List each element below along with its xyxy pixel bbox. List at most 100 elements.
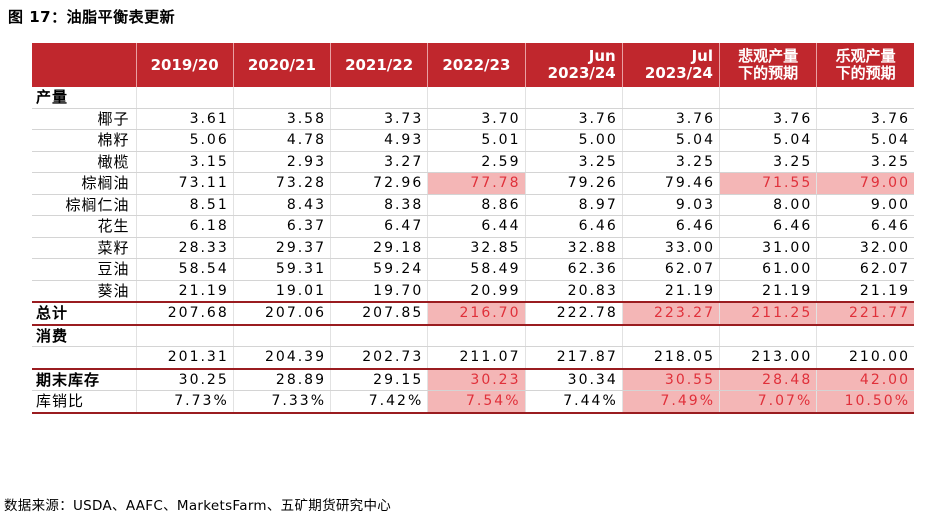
row-label-production-0: 椰子 [32, 108, 136, 130]
oil-balance-table: 2019/20 2020/21 2021/22 2022/23 Jun 2023/… [32, 43, 914, 414]
value-cell: 7.49% [621, 390, 720, 414]
value-cell: 3.15 [135, 151, 234, 173]
row-label-production-7: 豆油 [32, 258, 136, 281]
header-pessimistic-line1: 悲观产量 [738, 47, 799, 65]
value-cell: 222.78 [524, 301, 623, 326]
header-row: 2019/20 2020/21 2021/22 2022/23 Jun 2023/… [32, 43, 914, 87]
value-cell: 21.19 [621, 280, 720, 303]
row-label-production-6: 菜籽 [32, 237, 136, 259]
empty-cell [524, 324, 623, 347]
header-optimistic-line1: 乐观产量 [835, 47, 896, 65]
value-cell: 4.78 [232, 129, 331, 152]
value-cell: 79.26 [524, 172, 623, 195]
section-row-production: 产量 [32, 87, 914, 109]
value-cell: 3.25 [816, 151, 914, 173]
value-cell: 42.00 [816, 367, 914, 391]
value-cell: 3.76 [621, 108, 720, 130]
empty-cell [427, 87, 525, 109]
value-cell: 8.86 [427, 194, 525, 216]
value-cell: 32.00 [816, 237, 914, 259]
value-cell: 2.59 [427, 151, 525, 173]
empty-cell [718, 324, 817, 347]
value-cell: 19.01 [232, 280, 331, 303]
value-cell: 3.25 [524, 151, 623, 173]
value-cell: 5.01 [427, 129, 525, 152]
header-2021-22: 2021/22 [329, 43, 428, 87]
value-cell: 30.34 [524, 367, 623, 391]
table-row-production-3: 棕榈油 73.11 73.28 72.96 77.78 79.26 79.46 71.55 79… [32, 172, 914, 195]
section-label-production: 产量 [32, 87, 136, 109]
value-cell: 7.33% [232, 390, 331, 414]
value-cell: 9.03 [621, 194, 720, 216]
balance-table-container: 2019/20 2020/21 2021/22 2022/23 Jun 2023/… [32, 43, 914, 414]
value-cell: 3.76 [718, 108, 817, 130]
value-cell: 207.85 [329, 301, 428, 326]
value-cell: 73.11 [135, 172, 234, 195]
value-cell: 3.27 [329, 151, 428, 173]
header-corner [32, 43, 136, 87]
value-cell: 223.27 [621, 301, 720, 326]
table-row-ratio: 库销比 7.73% 7.33% 7.42% 7.54% 7.44% 7.49% 7.07% 10… [32, 390, 914, 414]
header-pessimistic-line2: 下的预期 [738, 64, 799, 82]
header-optimistic-line2: 下的预期 [835, 64, 896, 82]
value-cell: 29.18 [329, 237, 428, 259]
value-cell: 71.55 [718, 172, 817, 195]
value-cell: 32.85 [427, 237, 525, 259]
value-cell: 221.77 [816, 301, 914, 326]
value-cell: 31.00 [718, 237, 817, 259]
table-row-total: 总计 207.68 207.06 207.85 216.70 222.78 223.27 21… [32, 301, 914, 326]
value-cell: 28.48 [718, 367, 817, 391]
value-cell: 73.28 [232, 172, 331, 195]
value-cell: 10.50% [816, 390, 914, 414]
value-cell: 204.39 [232, 346, 331, 369]
value-cell: 72.96 [329, 172, 428, 195]
value-cell: 6.44 [427, 215, 525, 238]
empty-cell [135, 324, 234, 347]
table-row-production-6: 菜籽 28.33 29.37 29.18 32.85 32.88 33.00 31.00 32.… [32, 237, 914, 259]
value-cell: 7.54% [427, 390, 525, 414]
empty-cell [816, 324, 914, 347]
table-row-production-0: 椰子 3.61 3.58 3.73 3.70 3.76 3.76 3.76 3.76 [32, 108, 914, 130]
table-row-production-1: 棉籽 5.06 4.78 4.93 5.01 5.00 5.04 5.04 5.04 [32, 129, 914, 152]
header-jun-line2: 2023/24 [547, 64, 616, 82]
row-label-production-4: 棕榈仁油 [32, 194, 136, 216]
value-cell: 207.06 [232, 301, 331, 326]
value-cell: 79.00 [816, 172, 914, 195]
value-cell: 3.73 [329, 108, 428, 130]
table-row-production-2: 橄榄 3.15 2.93 3.27 2.59 3.25 3.25 3.25 3.25 [32, 151, 914, 173]
value-cell: 20.99 [427, 280, 525, 303]
table-row-inventory: 期末库存 30.25 28.89 29.15 30.23 30.34 30.55 28.48 4… [32, 367, 914, 391]
value-cell: 6.46 [816, 215, 914, 238]
value-cell: 21.19 [718, 280, 817, 303]
value-cell: 30.23 [427, 367, 525, 391]
value-cell: 5.00 [524, 129, 623, 152]
figure-title: 图 17：油脂平衡表更新 [8, 8, 176, 26]
row-label-inventory: 期末库存 [32, 367, 136, 391]
value-cell: 8.00 [718, 194, 817, 216]
value-cell: 29.15 [329, 367, 428, 391]
empty-cell [718, 87, 817, 109]
value-cell: 2.93 [232, 151, 331, 173]
empty-cell [329, 324, 428, 347]
empty-cell [135, 87, 234, 109]
row-label-ratio: 库销比 [32, 390, 136, 414]
table-row-consumption: 201.31 204.39 202.73 211.07 217.87 218.05 213.… [32, 346, 914, 369]
value-cell: 21.19 [135, 280, 234, 303]
value-cell: 5.04 [718, 129, 817, 152]
value-cell: 62.07 [621, 258, 720, 281]
value-cell: 3.25 [718, 151, 817, 173]
row-label-consumption [32, 346, 136, 369]
value-cell: 30.55 [621, 367, 720, 391]
value-cell: 9.00 [816, 194, 914, 216]
value-cell: 8.97 [524, 194, 623, 216]
section-row-consumption: 消费 [32, 324, 914, 347]
value-cell: 3.25 [621, 151, 720, 173]
value-cell: 6.46 [621, 215, 720, 238]
value-cell: 3.61 [135, 108, 234, 130]
empty-cell [816, 87, 914, 109]
value-cell: 211.07 [427, 346, 525, 369]
value-cell: 61.00 [718, 258, 817, 281]
value-cell: 8.43 [232, 194, 331, 216]
value-cell: 3.76 [816, 108, 914, 130]
row-label-total: 总计 [32, 301, 136, 326]
